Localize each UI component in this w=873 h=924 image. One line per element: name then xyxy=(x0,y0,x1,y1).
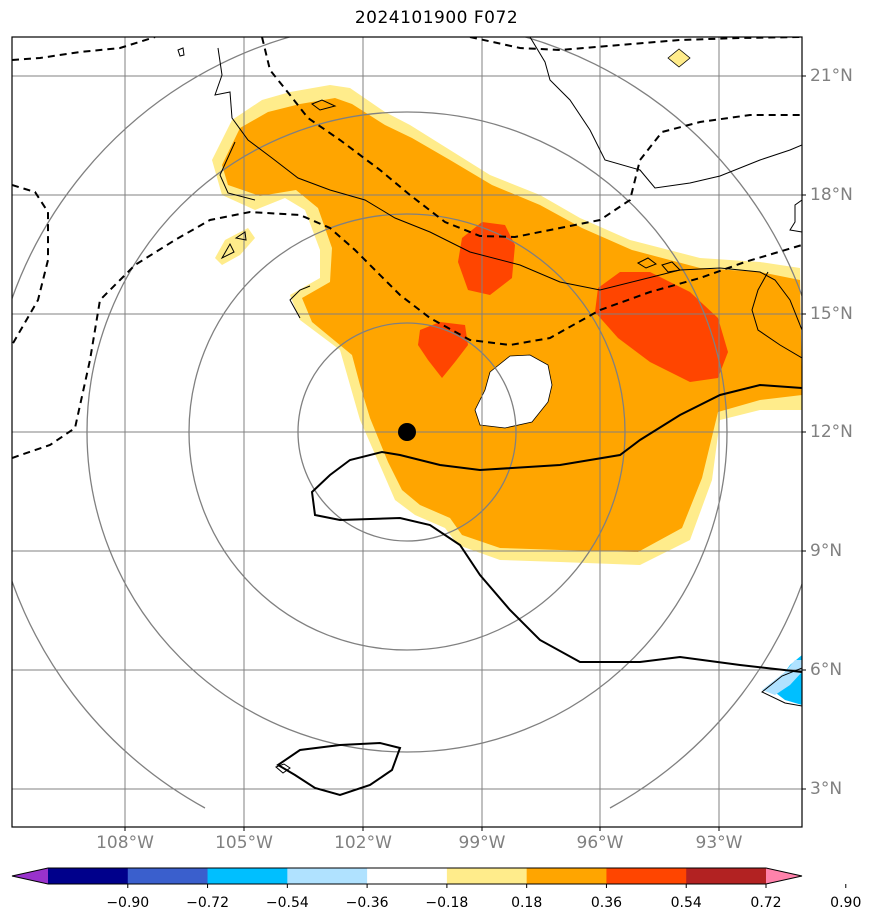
dashed-contours xyxy=(12,37,802,459)
colorbar-tick-label: 0.36 xyxy=(590,895,623,911)
lon-label-93w: 93°W xyxy=(695,833,743,853)
lat-label-15n: 15°N xyxy=(810,304,853,324)
colorbar-tick-label: 0.90 xyxy=(830,895,862,911)
colorbar-segment xyxy=(207,868,288,884)
shading-orange xyxy=(222,98,802,552)
lat-label-9n: 9°N xyxy=(810,541,843,561)
colorbar xyxy=(11,867,847,888)
lat-label-12n: 12°N xyxy=(810,422,853,442)
colorbar-tick-label: −0.18 xyxy=(425,895,469,911)
shading-red-orange-a xyxy=(458,222,515,295)
colorbar-tick-label: −0.72 xyxy=(186,895,229,911)
axis-ticks xyxy=(124,75,806,831)
lon-label-102w: 102°W xyxy=(334,833,392,853)
shading-light-blue-edge xyxy=(762,660,802,695)
lon-label-105w: 105°W xyxy=(215,833,273,853)
colorbar-segment xyxy=(526,868,607,884)
colorbar-segment xyxy=(287,868,368,884)
colorbar-tick-label: −0.36 xyxy=(345,895,389,911)
lon-label-99w: 99°W xyxy=(458,833,506,853)
colorbar-tick-label: −0.90 xyxy=(106,895,150,911)
colorbar-segment xyxy=(127,868,209,884)
colorbar-segment xyxy=(367,868,448,884)
lat-label-6n: 6°N xyxy=(810,660,843,680)
colorbar-tick-label: 0.54 xyxy=(670,895,702,911)
colorbar-segment xyxy=(48,868,129,884)
storm-center-marker xyxy=(398,423,416,441)
range-rings xyxy=(12,37,802,809)
coastlines xyxy=(177,37,802,774)
colorbar-extend-high xyxy=(766,868,802,884)
shading-red-orange-b xyxy=(418,322,468,378)
shading-gulf-diamond xyxy=(667,48,691,68)
lat-label-21n: 21°N xyxy=(810,66,853,86)
colorbar-segment xyxy=(446,868,528,884)
colorbar-segment xyxy=(606,868,687,884)
colorbar-extend-low xyxy=(12,868,48,884)
map-panel xyxy=(11,36,806,831)
colorbar-tick-label: 0.72 xyxy=(750,895,782,911)
lon-label-108w: 108°W xyxy=(96,833,154,853)
solid-contours xyxy=(276,383,802,797)
positive-anomaly-region xyxy=(212,48,802,705)
clear-eye-hole xyxy=(474,354,553,429)
colorbar-segment xyxy=(686,868,767,884)
lon-label-96w: 96°W xyxy=(576,833,624,853)
lat-label-3n: 3°N xyxy=(810,779,843,799)
map-title: 2024101900 F072 xyxy=(354,8,519,28)
colorbar-tick-label: −0.54 xyxy=(265,895,309,911)
shading-light-yellow-island xyxy=(215,228,255,265)
lat-label-18n: 18°N xyxy=(810,185,853,205)
colorbar-tick-label: 0.18 xyxy=(511,895,543,911)
